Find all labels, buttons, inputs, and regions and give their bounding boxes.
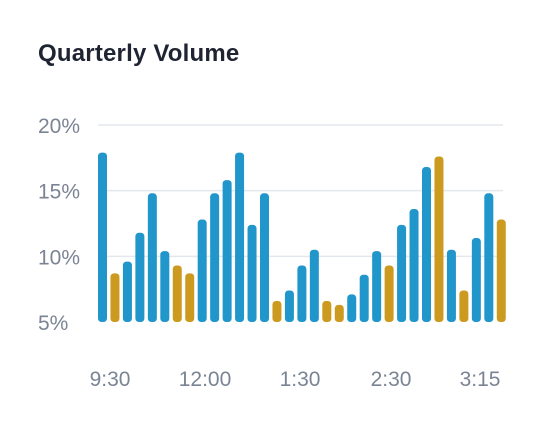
- bar[interactable]: [197, 219, 207, 322]
- bar[interactable]: [496, 219, 506, 322]
- bar[interactable]: [98, 152, 107, 322]
- bar[interactable]: [135, 232, 145, 322]
- bar[interactable]: [160, 251, 170, 322]
- bar[interactable]: [397, 224, 407, 322]
- bar[interactable]: [235, 152, 245, 322]
- bar[interactable]: [309, 249, 319, 322]
- x-tick-label: 2:30: [371, 368, 412, 391]
- bar[interactable]: [172, 265, 182, 322]
- y-tick-label: 10%: [38, 246, 80, 269]
- bar[interactable]: [272, 300, 282, 322]
- bar[interactable]: [284, 290, 294, 322]
- bar[interactable]: [434, 156, 444, 322]
- bar[interactable]: [459, 290, 469, 322]
- bar[interactable]: [210, 193, 220, 322]
- bar[interactable]: [297, 265, 307, 322]
- bar[interactable]: [347, 294, 357, 322]
- bar[interactable]: [147, 193, 157, 322]
- chart-title: Quarterly Volume: [38, 40, 240, 67]
- bar[interactable]: [422, 167, 431, 322]
- bar[interactable]: [222, 180, 232, 322]
- y-tick-label: 5%: [38, 312, 68, 335]
- bar[interactable]: [322, 300, 332, 322]
- x-tick-label: 1:30: [280, 368, 321, 391]
- bar[interactable]: [471, 237, 481, 322]
- bar[interactable]: [359, 274, 369, 322]
- bar[interactable]: [372, 251, 382, 322]
- y-tick-label: 15%: [38, 181, 80, 204]
- bar[interactable]: [446, 249, 456, 322]
- bar[interactable]: [110, 273, 120, 322]
- bar[interactable]: [260, 193, 269, 322]
- bar[interactable]: [484, 193, 494, 322]
- bar[interactable]: [409, 209, 419, 322]
- x-tick-label: 12:00: [179, 368, 232, 391]
- x-tick-label: 9:30: [90, 368, 131, 391]
- bar[interactable]: [122, 261, 132, 322]
- x-tick-label: 3:15: [460, 368, 501, 391]
- bar[interactable]: [334, 304, 344, 322]
- bar[interactable]: [247, 224, 257, 322]
- bar[interactable]: [384, 265, 394, 322]
- bar[interactable]: [185, 273, 195, 322]
- y-tick-label: 20%: [38, 115, 80, 138]
